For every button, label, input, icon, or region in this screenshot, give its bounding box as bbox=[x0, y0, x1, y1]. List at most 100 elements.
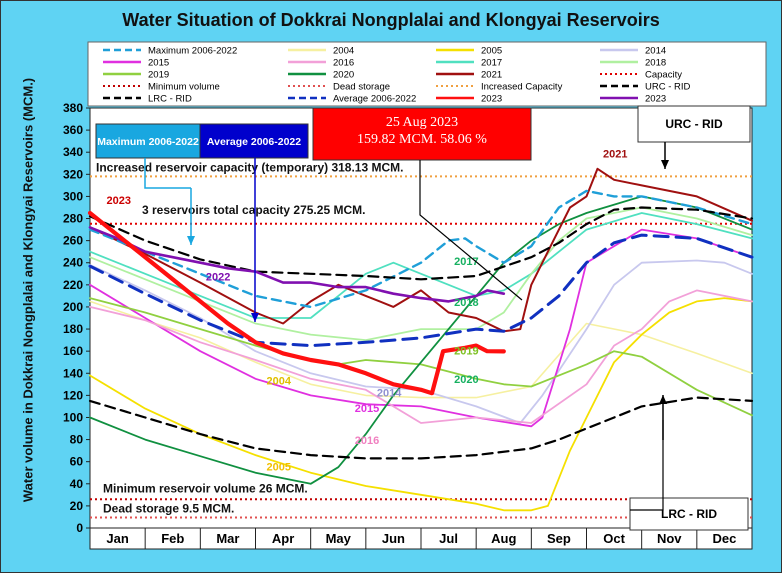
y-tick-label: 260 bbox=[63, 234, 83, 248]
callout-lrc-arrow-head bbox=[659, 395, 667, 404]
callout-max-arrow-head bbox=[187, 236, 195, 245]
legend-label: Dead storage bbox=[333, 82, 390, 93]
callout-current-connector bbox=[419, 160, 523, 301]
series-label-2019: 2019 bbox=[454, 345, 478, 357]
y-tick-label: 140 bbox=[63, 366, 83, 380]
callout-lrc-box bbox=[629, 497, 749, 531]
y-tick-label: 0 bbox=[76, 521, 83, 535]
legend-label: 2023 bbox=[481, 94, 502, 105]
y-tick-label: 60 bbox=[70, 455, 84, 469]
series-label-2023: 2023 bbox=[107, 195, 131, 207]
series-label-2014: 2014 bbox=[377, 387, 402, 399]
legend-label: Capacity bbox=[645, 70, 682, 81]
y-tick-label: 360 bbox=[63, 123, 83, 137]
series-line bbox=[88, 189, 754, 309]
callout-avg-text: Average 2006-2022 bbox=[207, 136, 301, 148]
legend-label: 2017 bbox=[481, 58, 502, 69]
callout-avg-box bbox=[199, 123, 309, 159]
y-tick-label: 340 bbox=[63, 145, 83, 159]
legend-label: Minimum volume bbox=[148, 82, 220, 93]
reference-label: 3 reservoirs total capacity 275.25 MCM. bbox=[142, 203, 365, 217]
callout-current-text: 159.82 MCM. 58.06 % bbox=[357, 132, 487, 147]
series-line bbox=[88, 206, 754, 281]
x-tick-label: May bbox=[326, 531, 352, 546]
series-line bbox=[89, 195, 753, 485]
x-tick-label: Feb bbox=[161, 531, 184, 546]
x-tick-label: Oct bbox=[603, 531, 625, 546]
callout-max-text: Maximum 2006-2022 bbox=[97, 136, 199, 148]
x-tick-label: Nov bbox=[657, 531, 682, 546]
callout-urc-arrow-head bbox=[661, 160, 669, 169]
series-label-2005: 2005 bbox=[267, 462, 291, 474]
x-tick-label: Dec bbox=[712, 531, 736, 546]
legend-label: 2014 bbox=[645, 46, 666, 57]
legend-label: 2016 bbox=[333, 58, 354, 69]
callout-lrc-text: LRC - RID bbox=[661, 507, 717, 521]
series-line bbox=[89, 289, 753, 424]
x-tick-label: Mar bbox=[216, 531, 239, 546]
series-label-2017: 2017 bbox=[454, 256, 478, 268]
y-tick-label: 240 bbox=[63, 256, 83, 270]
series-label-2018: 2018 bbox=[454, 297, 478, 309]
x-tick-label: Apr bbox=[272, 531, 294, 546]
callout-max-box bbox=[95, 123, 201, 159]
legend-label: 2015 bbox=[148, 58, 169, 69]
legend-label: 2023 bbox=[645, 94, 666, 105]
reference-label: Increased reservoir capacity (temporary)… bbox=[96, 160, 403, 174]
reference-label: Dead storage 9.5 MCM. bbox=[103, 502, 234, 516]
series-line bbox=[88, 226, 506, 303]
series-label-2004: 2004 bbox=[267, 375, 292, 387]
series-line bbox=[89, 259, 753, 424]
y-tick-label: 300 bbox=[63, 189, 83, 203]
y-tick-label: 220 bbox=[63, 278, 83, 292]
legend-label: 2019 bbox=[148, 70, 169, 81]
y-tick-label: 160 bbox=[63, 344, 83, 358]
legend-label: Maximum 2006-2022 bbox=[148, 46, 237, 57]
legend-label: 2021 bbox=[481, 70, 502, 81]
y-tick-label: 200 bbox=[63, 300, 83, 314]
series-line bbox=[88, 396, 754, 460]
y-tick-label: 180 bbox=[63, 322, 83, 336]
x-tick-label: Sep bbox=[547, 531, 571, 546]
series-label-2020: 2020 bbox=[454, 374, 478, 386]
y-tick-label: 320 bbox=[63, 167, 83, 181]
legend-box bbox=[87, 41, 767, 107]
series-line bbox=[88, 233, 754, 348]
x-tick-label: Aug bbox=[491, 531, 516, 546]
series-line bbox=[87, 210, 506, 396]
legend-label: 2005 bbox=[481, 46, 502, 57]
x-tick-label: Jun bbox=[382, 531, 405, 546]
legend-label: 2004 bbox=[333, 46, 354, 57]
series-line bbox=[89, 167, 753, 333]
x-tick-label: Jul bbox=[439, 531, 458, 546]
callout-urc-box bbox=[637, 105, 751, 143]
legend-label: URC - RID bbox=[645, 82, 691, 93]
y-tick-label: 120 bbox=[63, 388, 83, 402]
series-label-2016: 2016 bbox=[355, 435, 379, 447]
legend-label: Increased Capacity bbox=[481, 82, 563, 93]
series-line bbox=[89, 297, 753, 512]
y-tick-label: 380 bbox=[63, 101, 83, 115]
y-tick-label: 40 bbox=[70, 477, 84, 491]
legend-label: 2018 bbox=[645, 58, 666, 69]
callout-avg-arrow-head bbox=[251, 313, 259, 322]
legend-label: LRC - RID bbox=[148, 94, 192, 105]
y-tick-label: 280 bbox=[63, 212, 83, 226]
callout-lrc-connector bbox=[630, 420, 664, 511]
legend-label: Average 2006-2022 bbox=[333, 94, 416, 105]
series-label-2015: 2015 bbox=[355, 403, 379, 415]
reference-label: Minimum reservoir volume 26 MCM. bbox=[103, 481, 308, 495]
y-tick-label: 20 bbox=[70, 499, 84, 513]
callout-urc-text: URC - RID bbox=[665, 117, 723, 131]
series-label-2022: 2022 bbox=[206, 271, 230, 283]
chart-title: Water Situation of Dokkrai Nongplalai an… bbox=[122, 10, 660, 30]
legend-label: 2020 bbox=[333, 70, 354, 81]
y-tick-label: 100 bbox=[63, 410, 83, 424]
series-line bbox=[89, 297, 753, 417]
y-tick-label: 80 bbox=[70, 433, 84, 447]
callout-current-box bbox=[312, 107, 532, 161]
callout-current-text: 25 Aug 2023 bbox=[386, 115, 458, 130]
x-tick-label: Jan bbox=[106, 531, 128, 546]
series-label-2021: 2021 bbox=[603, 149, 627, 161]
